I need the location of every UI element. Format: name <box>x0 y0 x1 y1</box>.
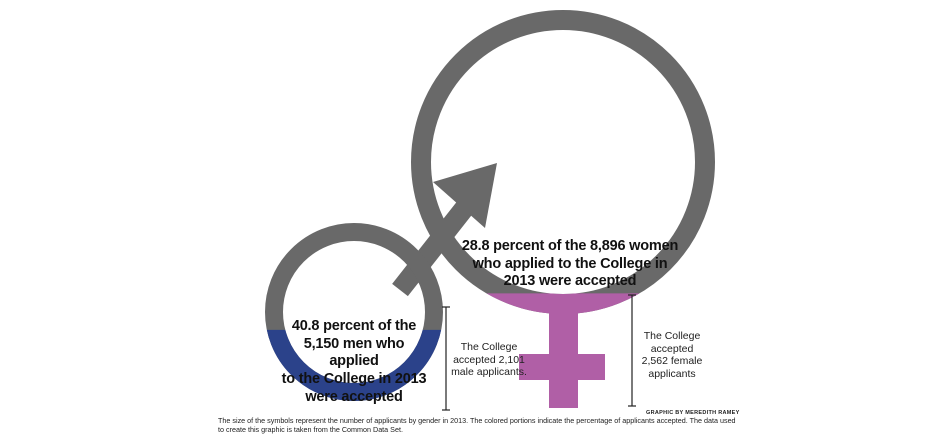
male-symbol <box>265 163 497 401</box>
female-circle-text: 28.8 percent of the 8,896 women who appl… <box>461 238 679 290</box>
female-side-text: The College accepted 2,562 female applic… <box>641 330 703 380</box>
male-arrow-head <box>433 163 497 228</box>
male-bracket <box>442 306 450 411</box>
footnote: The size of the symbols represent the nu… <box>218 416 736 435</box>
female-bracket <box>628 294 636 407</box>
female-cross-bar <box>519 354 605 380</box>
graphic-credit: GRAPHIC BY MEREDITH RAMEY <box>646 410 740 416</box>
male-side-text: The College accepted 2,101 male applican… <box>451 341 527 379</box>
male-arrow-shaft <box>392 189 482 297</box>
male-circle-text: 40.8 percent of the 5,150 men who applie… <box>281 318 427 405</box>
female-symbol <box>411 10 715 408</box>
male-ring-accepted-portion <box>266 329 442 401</box>
